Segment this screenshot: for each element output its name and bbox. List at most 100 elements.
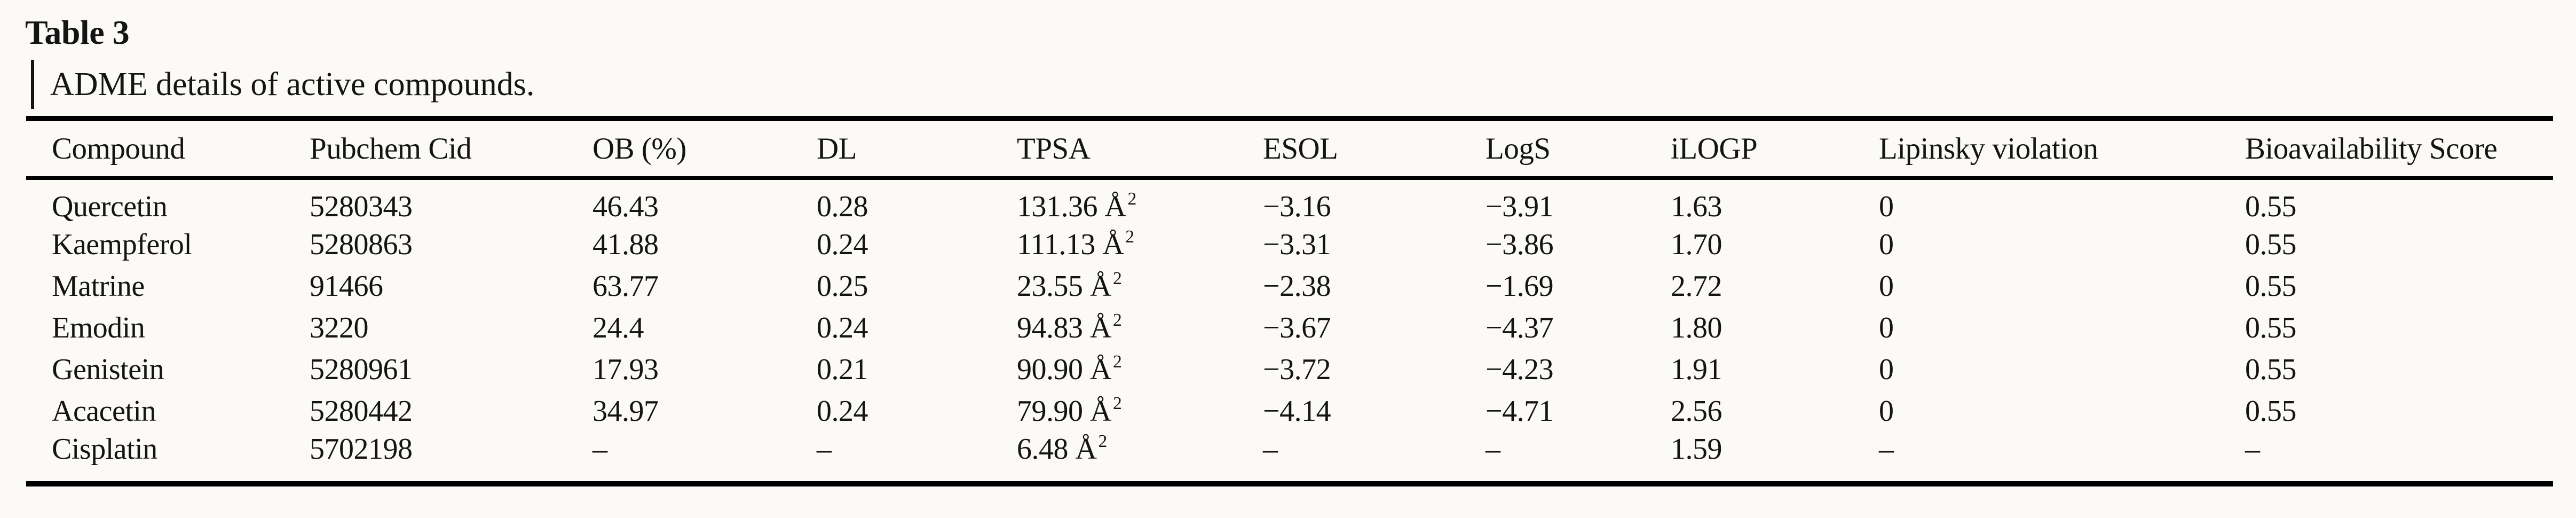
cell-pubchem-cid: 5280961 [310, 352, 413, 386]
column-header-pubchem-cid: Pubchem Cid [310, 119, 592, 180]
cell-compound: Cisplatin [52, 432, 157, 466]
cell-tpsa: 6.48 Å2 [1017, 432, 1263, 484]
angstrom-squared-superscript: 2 [1127, 189, 1136, 209]
table-row: Quercetin 5280343 46.43 0.28 131.36 Å2 −3.16−… [26, 178, 2553, 224]
column-header-compound: Compound [26, 119, 310, 180]
angstrom-squared-superscript: 2 [1112, 310, 1122, 331]
table-title: Table 3 [25, 13, 130, 51]
table-row: Matrine 91466 63.77 0.25 23.55 Å2 −2.38 −1.69 2… [26, 265, 2553, 307]
column-header-tpsa: TPSA [1017, 119, 1263, 180]
cell-logs: −1.69 [1485, 269, 1554, 303]
cell-dl: 0.24 [817, 394, 868, 428]
table-row: Kaempferol 5280863 41.88 0.24 111.13 Å2 −3.31… [26, 224, 2553, 265]
cell-ob: 63.77 [592, 269, 659, 303]
cell-ob: – [592, 432, 607, 466]
caption-divider-bar [31, 60, 34, 109]
cell-tpsa: 111.13 Å2 [1017, 224, 1263, 265]
cell-bio-score: 0.55 [2245, 352, 2297, 386]
cell-ilogp: 2.56 [1671, 394, 1722, 428]
cell-ilogp: 1.91 [1671, 352, 1722, 386]
cell-compound: Quercetin [52, 190, 168, 223]
angstrom-squared-superscript: 2 [1112, 269, 1122, 289]
column-header-dl: DL [817, 119, 1017, 180]
cell-pubchem-cid: 91466 [310, 269, 383, 303]
cell-esol: −2.38 [1263, 269, 1331, 303]
cell-tpsa: 90.90 Å2 [1017, 349, 1263, 390]
cell-logs: −4.37 [1485, 311, 1554, 344]
tpsa-value: 23.55 Å [1017, 269, 1111, 303]
cell-logs: −4.71 [1485, 394, 1554, 428]
cell-lipinsky: 0 [1879, 227, 1894, 261]
cell-bio-score: 0.55 [2245, 227, 2297, 261]
column-header-bioavailability-score: Bioavailability Score [2245, 119, 2553, 180]
table-row: Genistein 5280961 17.93 0.21 90.90 Å2 −3.72 −4… [26, 349, 2553, 390]
cell-ob: 34.97 [592, 394, 659, 428]
cell-esol: −4.14 [1263, 394, 1331, 428]
column-header-logs: LogS [1485, 119, 1671, 180]
cell-pubchem-cid: 5280863 [310, 227, 413, 261]
column-header-ob: OB (%) [592, 119, 817, 180]
cell-lipinsky: 0 [1879, 269, 1894, 303]
table-row: Acacetin 5280442 34.97 0.24 79.90 Å2 −4.14 −4.… [26, 390, 2553, 432]
cell-lipinsky: 0 [1879, 394, 1894, 428]
cell-ilogp: 1.70 [1671, 227, 1722, 261]
column-header-esol: ESOL [1263, 119, 1485, 180]
cell-pubchem-cid: 5280343 [310, 190, 413, 223]
cell-ob: 17.93 [592, 352, 659, 386]
cell-esol: −3.31 [1263, 227, 1331, 261]
tpsa-value: 111.13 Å [1017, 227, 1124, 261]
cell-compound: Acacetin [52, 394, 156, 428]
cell-lipinsky: 0 [1879, 352, 1894, 386]
table-row: Emodin 3220 24.4 0.24 94.83 Å2 −3.67 −4.37 1.80… [26, 307, 2553, 349]
cell-lipinsky: 0 [1879, 190, 1894, 223]
cell-ob: 41.88 [592, 227, 659, 261]
angstrom-squared-superscript: 2 [1112, 352, 1122, 372]
cell-compound: Genistein [52, 352, 164, 386]
adme-table: Compound Pubchem Cid OB (%) DL TPSA ESOL… [26, 116, 2553, 486]
cell-tpsa: 79.90 Å2 [1017, 390, 1263, 432]
table-caption: ADME details of active compounds. [31, 60, 534, 109]
cell-compound: Kaempferol [52, 227, 192, 261]
caption-text: ADME details of active compounds. [50, 66, 535, 103]
cell-logs: −3.86 [1485, 227, 1554, 261]
tpsa-value: 6.48 Å [1017, 432, 1097, 466]
table-body: Quercetin 5280343 46.43 0.28 131.36 Å2 −3.16−… [26, 178, 2553, 484]
cell-logs: – [1485, 432, 1500, 466]
cell-esol: −3.67 [1263, 311, 1331, 344]
cell-dl: 0.28 [817, 190, 868, 223]
tpsa-value: 90.90 Å [1017, 352, 1111, 386]
table-row: Cisplatin 5702198– –6.48 Å2– –1.59– – [26, 432, 2553, 484]
cell-tpsa: 131.36 Å2 [1017, 178, 1263, 224]
cell-ilogp: 1.63 [1671, 190, 1722, 223]
cell-esol: – [1263, 432, 1278, 466]
cell-bio-score: 0.55 [2245, 190, 2297, 223]
cell-dl: 0.25 [817, 269, 868, 303]
cell-logs: −3.91 [1485, 190, 1554, 223]
cell-esol: −3.16 [1263, 190, 1331, 223]
cell-ilogp: 2.72 [1671, 269, 1722, 303]
cell-pubchem-cid: 5280442 [310, 394, 413, 428]
cell-compound: Emodin [52, 311, 145, 344]
tpsa-value: 79.90 Å [1017, 394, 1111, 428]
tpsa-value: 94.83 Å [1017, 311, 1111, 344]
cell-tpsa: 23.55 Å2 [1017, 265, 1263, 307]
cell-dl: – [817, 432, 832, 466]
cell-bio-score: 0.55 [2245, 311, 2297, 344]
cell-pubchem-cid: 5702198 [310, 432, 413, 466]
cell-dl: 0.21 [817, 352, 868, 386]
angstrom-squared-superscript: 2 [1125, 227, 1134, 247]
cell-bio-score: 0.55 [2245, 394, 2297, 428]
cell-pubchem-cid: 3220 [310, 311, 369, 344]
cell-tpsa: 94.83 Å2 [1017, 307, 1263, 349]
cell-esol: −3.72 [1263, 352, 1331, 386]
column-header-ilogp: iLOGP [1671, 119, 1879, 180]
cell-dl: 0.24 [817, 227, 868, 261]
cell-compound: Matrine [52, 269, 145, 303]
cell-ob: 24.4 [592, 311, 644, 344]
tpsa-value: 131.36 Å [1017, 190, 1126, 223]
angstrom-squared-superscript: 2 [1112, 394, 1122, 414]
cell-ilogp: 1.80 [1671, 311, 1722, 344]
cell-lipinsky: 0 [1879, 311, 1894, 344]
cell-bio-score: – [2245, 432, 2260, 466]
